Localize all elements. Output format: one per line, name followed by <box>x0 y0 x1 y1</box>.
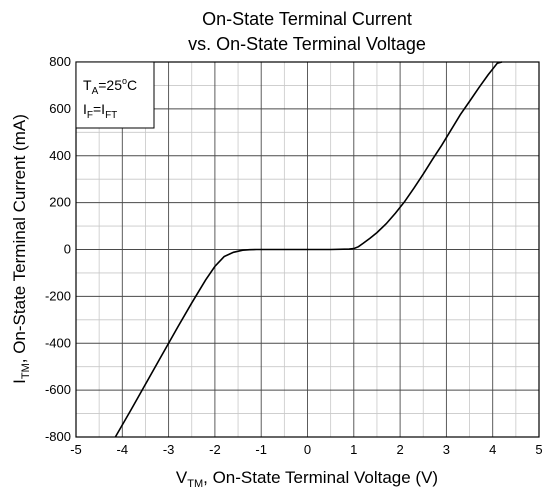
x-axis-label-sub: TM <box>187 478 203 490</box>
y-tick-label: -200 <box>45 288 71 303</box>
x-tick-label: 5 <box>535 442 542 457</box>
y-axis-label-sub: TM <box>20 363 32 379</box>
x-tick-label: 4 <box>489 442 496 457</box>
x-tick-label: -2 <box>209 442 221 457</box>
annotation-current-sub1: F <box>87 110 93 121</box>
series-line <box>114 61 503 438</box>
annotation-temperature-tail: C <box>127 77 137 93</box>
x-tick-label: -3 <box>163 442 175 457</box>
x-tick-label: 1 <box>350 442 357 457</box>
x-tick-label: 3 <box>443 442 450 457</box>
grid <box>76 62 539 437</box>
y-axis-label-rest: , On-State Terminal Current (mA) <box>10 114 29 363</box>
x-axis-tick-labels: -5 -4 -3 -2 -1 0 1 2 3 4 5 <box>70 442 542 457</box>
annotation-current: IF=IFT <box>83 101 117 121</box>
y-tick-label: 400 <box>49 148 71 163</box>
y-tick-label: -600 <box>45 382 71 397</box>
x-axis-label-main: V <box>176 468 188 487</box>
y-axis-label: ITM, On-State Terminal Current (mA) <box>10 114 32 384</box>
y-axis-label-main: I <box>10 379 29 384</box>
chart-title-line-2: vs. On-State Terminal Voltage <box>188 34 426 54</box>
x-axis-label-rest: , On-State Terminal Voltage (V) <box>203 468 438 487</box>
annotation-box: TA=25oC IF=IFT <box>75 61 155 129</box>
x-tick-label: -1 <box>255 442 267 457</box>
y-tick-label: 200 <box>49 195 71 210</box>
annotation-temperature: TA=25oC <box>83 76 137 97</box>
y-tick-label: -400 <box>45 335 71 350</box>
annotation-box-frame <box>75 61 155 129</box>
annotation-current-mid: =I <box>93 101 105 117</box>
y-tick-label: -800 <box>45 429 71 444</box>
annotation-current-main: I <box>83 101 87 117</box>
x-tick-label: -5 <box>70 442 82 457</box>
y-axis-tick-labels: -800 -600 -400 -200 0 200 400 600 800 <box>45 54 71 444</box>
chart-title-line-1: On-State Terminal Current <box>202 9 412 29</box>
annotation-temperature-sup: o <box>122 76 127 86</box>
annotation-current-sub2: FT <box>105 110 117 121</box>
y-tick-label: 800 <box>49 54 71 69</box>
y-tick-label: 0 <box>64 242 71 257</box>
x-tick-label: -4 <box>117 442 129 457</box>
y-tick-label: 600 <box>49 101 71 116</box>
x-axis-label: VTM, On-State Terminal Voltage (V) <box>176 468 438 490</box>
x-tick-label: 0 <box>304 442 311 457</box>
plot-frame <box>75 61 540 438</box>
annotation-temperature-main: T <box>83 77 92 93</box>
annotation-temperature-sub: A <box>92 86 99 97</box>
x-tick-label: 2 <box>396 442 403 457</box>
annotation-temperature-rest: =25 <box>98 77 122 93</box>
